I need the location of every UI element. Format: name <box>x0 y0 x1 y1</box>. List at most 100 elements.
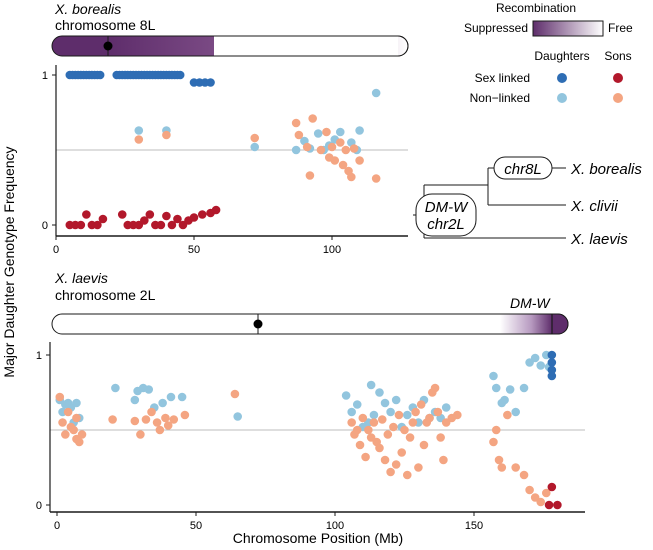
point-laevis-daughters-sex-linked-3 <box>547 371 557 381</box>
legend-non-linked-label: Non−linked <box>470 91 530 105</box>
point-borealis-sons-non-linked-17 <box>347 172 356 182</box>
point-laevis-sons-non-linked-43 <box>405 433 415 442</box>
point-laevis-daughters-non-linked-15 <box>166 392 176 402</box>
legend-daughter-non-linked-swatch <box>557 93 567 103</box>
point-laevis-sons-non-linked-5 <box>69 425 78 435</box>
point-laevis-sons-non-linked-26 <box>358 413 368 423</box>
point-laevis-daughters-sex-linked-0 <box>547 350 557 360</box>
point-borealis-sons-non-linked-5 <box>302 142 312 152</box>
legend-recombination-title: Recombination <box>496 1 576 15</box>
point-laevis-daughters-non-linked-37 <box>441 403 451 412</box>
point-borealis-sons-non-linked-3 <box>291 118 301 128</box>
centromere-2L <box>253 319 263 329</box>
point-laevis-daughters-non-linked-46 <box>530 353 540 363</box>
point-laevis-sons-non-linked-9 <box>77 430 87 439</box>
point-laevis-sons-non-linked-19 <box>169 415 179 424</box>
point-laevis-daughters-non-linked-17 <box>233 412 242 421</box>
legend-recombination-gradient <box>532 20 604 37</box>
point-laevis-sons-non-linked-6 <box>72 413 81 423</box>
legend-free-label: Free <box>608 21 633 35</box>
chromosome-2L-left-arm <box>51 313 259 335</box>
point-laevis-sons-non-linked-18 <box>163 421 173 430</box>
point-borealis-daughters-sex-linked-11 <box>95 70 105 80</box>
point-laevis-sons-non-linked-32 <box>375 443 384 453</box>
point-laevis-sons-non-linked-3 <box>63 407 73 417</box>
point-laevis-sons-non-linked-8 <box>74 437 84 447</box>
point-laevis-sons-non-linked-33 <box>377 415 387 424</box>
legend-son-sex-linked-swatch <box>613 73 623 83</box>
point-laevis-sons-sex-linked-2 <box>553 500 562 510</box>
point-laevis-sons-non-linked-35 <box>383 430 393 439</box>
point-laevis-daughters-non-linked-8 <box>111 383 120 393</box>
point-laevis-sons-non-linked-15 <box>152 418 162 427</box>
point-laevis-sons-non-linked-25 <box>355 440 365 450</box>
point-laevis-daughters-non-linked-47 <box>536 361 546 370</box>
point-laevis-daughters-non-linked-44 <box>519 383 529 393</box>
legend: Recombination Suppressed Free Daughters … <box>464 1 633 105</box>
point-laevis-daughters-non-linked-39 <box>491 383 501 393</box>
point-borealis-sons-sex-linked-17 <box>173 214 182 224</box>
point-laevis-daughters-non-linked-9 <box>130 395 140 405</box>
point-laevis-daughters-non-linked-27 <box>386 407 395 417</box>
point-borealis-sons-non-linked-1 <box>162 130 171 140</box>
point-laevis-daughters-non-linked-43 <box>511 407 520 417</box>
point-laevis-daughters-non-linked-25 <box>375 388 384 397</box>
point-borealis-sons-non-linked-0 <box>134 135 144 144</box>
taxon-borealis: X. borealis <box>570 161 642 178</box>
point-laevis-sons-non-linked-39 <box>394 410 404 420</box>
legend-suppressed-label: Suppressed <box>464 21 528 35</box>
point-laevis-daughters-sex-linked-2 <box>547 365 557 375</box>
point-borealis-sons-sex-linked-16 <box>167 220 177 230</box>
chromosome-bar-2L: DM-W <box>51 295 569 335</box>
point-laevis-sons-non-linked-59 <box>489 437 498 447</box>
point-laevis-sons-non-linked-12 <box>136 430 145 439</box>
centromere-8L <box>103 41 113 51</box>
point-laevis-daughters-non-linked-42 <box>505 385 515 394</box>
point-borealis-daughters-non-linked-2 <box>250 142 260 152</box>
point-borealis-sons-sex-linked-14 <box>156 220 166 230</box>
point-laevis-sons-non-linked-46 <box>414 463 423 472</box>
point-laevis-sons-non-linked-11 <box>130 416 140 426</box>
tree-dmw-label: DM-W <box>425 199 469 216</box>
point-borealis-sons-non-linked-2 <box>250 133 260 143</box>
point-laevis-daughters-non-linked-18 <box>341 391 351 400</box>
legend-daughters-label: Daughters <box>534 49 589 63</box>
chromosome-title-2L: chromosome 2L <box>55 287 156 303</box>
point-laevis-sons-non-linked-14 <box>147 407 156 417</box>
x-tick-label-laevis-50: 50 <box>190 520 202 532</box>
x-tick-label-borealis-0: 0 <box>53 244 59 256</box>
point-laevis-sons-non-linked-50 <box>425 413 434 423</box>
point-laevis-daughters-non-linked-14 <box>158 398 167 408</box>
point-laevis-sons-sex-linked-0 <box>547 482 557 492</box>
point-laevis-sons-non-linked-13 <box>141 415 151 424</box>
plot-area-borealis: 0 1 0 50 100 <box>42 65 408 256</box>
chromosome-8L-left-arm <box>51 35 109 57</box>
point-laevis-daughters-non-linked-30 <box>402 410 412 420</box>
point-borealis-sons-non-linked-20 <box>371 174 381 183</box>
point-borealis-sons-sex-linked-11 <box>140 216 149 225</box>
point-laevis-sons-non-linked-58 <box>453 410 462 420</box>
point-borealis-daughters-non-linked-6 <box>313 129 323 138</box>
point-laevis-daughters-sex-linked-1 <box>547 358 557 367</box>
point-laevis-daughters-non-linked-26 <box>380 398 390 408</box>
point-laevis-daughters-non-linked-23 <box>366 380 376 390</box>
chromosome-title-8L: chromosome 8L <box>55 17 156 33</box>
point-laevis-sons-non-linked-0 <box>55 392 65 402</box>
panel-borealis: X. borealis chromosome 8L 0 1 0 50 100 <box>42 1 409 256</box>
point-laevis-sons-non-linked-54 <box>436 433 445 442</box>
point-laevis-sons-non-linked-66 <box>525 485 534 495</box>
y-tick-label-laevis-1: 1 <box>36 350 42 362</box>
point-borealis-sons-non-linked-18 <box>349 144 359 153</box>
point-borealis-daughters-non-linked-13 <box>355 126 364 135</box>
point-laevis-sons-non-linked-10 <box>108 415 117 424</box>
x-tick-label-laevis-0: 0 <box>54 520 60 532</box>
point-laevis-sons-non-linked-65 <box>519 470 529 480</box>
point-laevis-sons-non-linked-22 <box>347 418 356 427</box>
point-laevis-sons-non-linked-52 <box>430 383 440 393</box>
point-laevis-daughters-non-linked-16 <box>177 392 187 402</box>
point-borealis-sons-non-linked-9 <box>322 127 331 137</box>
point-laevis-sons-non-linked-24 <box>352 425 362 435</box>
phylogeny <box>413 156 566 239</box>
species-title-borealis: X. borealis <box>54 1 121 17</box>
point-laevis-sons-non-linked-42 <box>402 470 412 480</box>
